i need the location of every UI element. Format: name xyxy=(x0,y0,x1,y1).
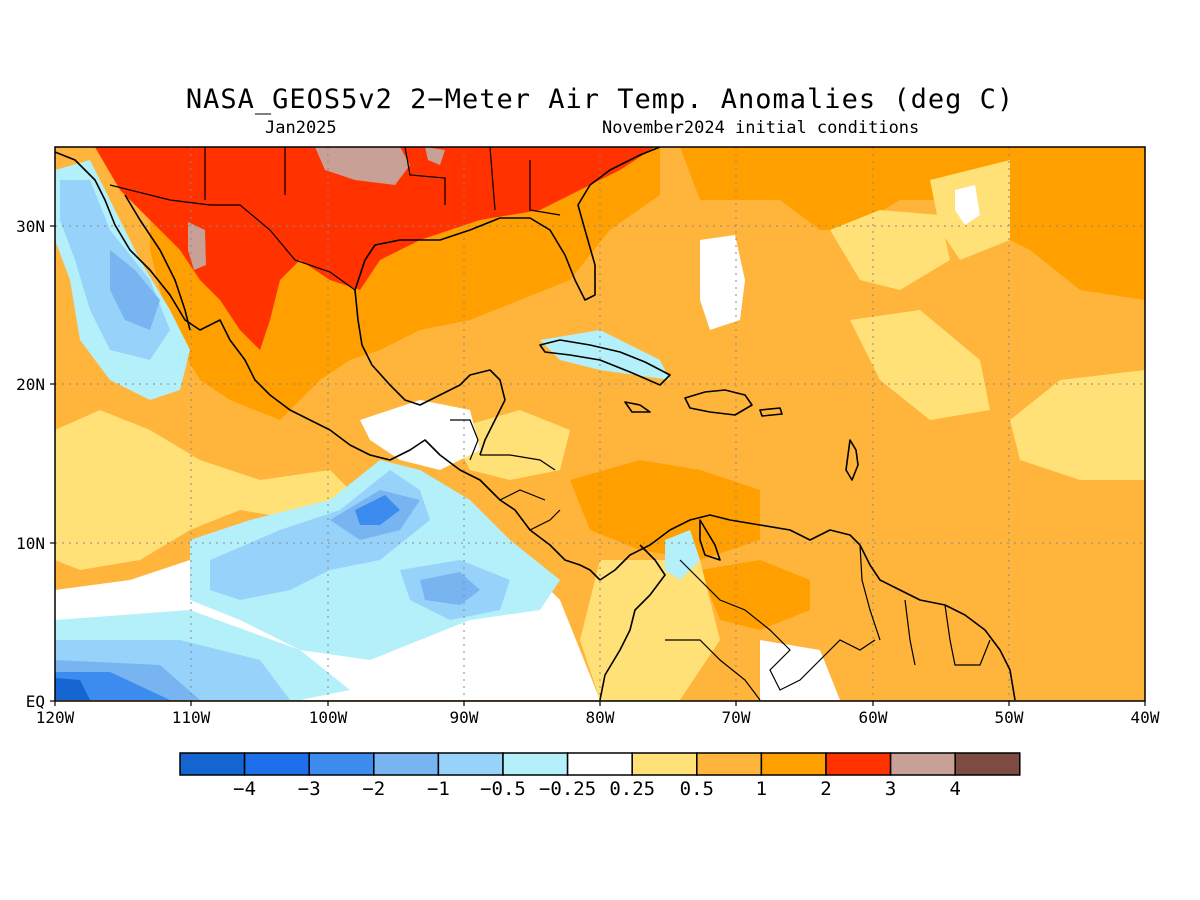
x-tick-label: 100W xyxy=(309,708,348,727)
colorbar: −4 −3 −2 −1 −0.5 −0.25 0.25 0.5 1 2 3 4 xyxy=(179,752,1021,800)
y-tick-label: 20N xyxy=(16,375,45,394)
colorbar-label: 0.25 xyxy=(609,778,655,800)
colorbar-label: −0.5 xyxy=(480,778,526,800)
colorbar-swatch xyxy=(954,752,1021,776)
colorbar-swatch xyxy=(825,752,892,776)
colorbar-swatch xyxy=(243,752,310,776)
x-tick-label: 80W xyxy=(586,708,615,727)
y-tick-label: 30N xyxy=(16,217,45,236)
colorbar-label: −4 xyxy=(233,778,256,800)
colorbar-label: 0.5 xyxy=(680,778,714,800)
y-tick-label: EQ xyxy=(26,692,45,711)
x-tick-label: 70W xyxy=(722,708,751,727)
x-tick-label: 40W xyxy=(1131,708,1160,727)
colorbar-swatch xyxy=(566,752,633,776)
colorbar-swatch xyxy=(889,752,956,776)
colorbar-label: 3 xyxy=(885,778,896,800)
colorbar-swatch xyxy=(373,752,440,776)
colorbar-swatch xyxy=(502,752,569,776)
map-title: NASA_GEOS5v2 2−Meter Air Temp. Anomalies… xyxy=(185,84,1015,115)
forecast-month: Jan2025 xyxy=(265,118,337,138)
colorbar-swatch xyxy=(308,752,375,776)
colorbar-swatch xyxy=(696,752,763,776)
x-tick-label: 120W xyxy=(36,708,75,727)
colorbar-label: −0.25 xyxy=(539,778,596,800)
y-tick-label: 10N xyxy=(16,534,45,553)
colorbar-label: −3 xyxy=(298,778,321,800)
colorbar-label: 4 xyxy=(949,778,960,800)
anomaly-field xyxy=(55,147,1145,701)
x-tick-label: 110W xyxy=(172,708,211,727)
colorbar-label: −2 xyxy=(362,778,385,800)
x-tick-label: 50W xyxy=(995,708,1024,727)
x-tick-label: 60W xyxy=(859,708,888,727)
colorbar-swatch xyxy=(437,752,504,776)
colorbar-label: −1 xyxy=(427,778,450,800)
colorbar-swatch xyxy=(179,752,246,776)
colorbar-swatch xyxy=(631,752,698,776)
initial-conditions: November2024 initial conditions xyxy=(602,118,920,138)
x-tick-label: 90W xyxy=(450,708,479,727)
colorbar-label: 1 xyxy=(756,778,767,800)
colorbar-label: 2 xyxy=(820,778,831,800)
colorbar-swatch xyxy=(760,752,827,776)
